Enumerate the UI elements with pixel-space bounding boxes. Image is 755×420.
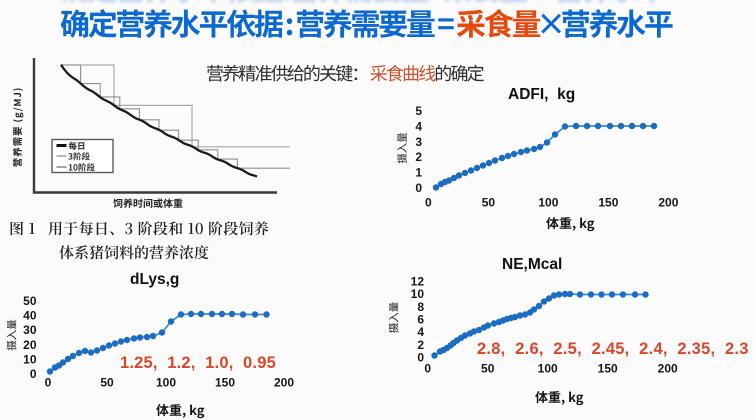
- svg-text:4: 4: [415, 120, 422, 134]
- svg-text:10: 10: [23, 353, 37, 367]
- svg-text:50: 50: [23, 294, 37, 308]
- svg-text:4: 4: [417, 325, 424, 339]
- svg-text:0: 0: [30, 367, 37, 381]
- svg-text:摄入量: 摄入量: [387, 301, 402, 333]
- svg-text:20: 20: [23, 338, 37, 352]
- svg-text:100: 100: [538, 196, 558, 210]
- svg-text:2: 2: [417, 338, 424, 352]
- svg-text:150: 150: [215, 376, 235, 390]
- svg-text:100: 100: [156, 376, 176, 390]
- svg-text:12: 12: [411, 275, 425, 289]
- svg-text:0: 0: [417, 351, 424, 365]
- svg-text:150: 150: [598, 362, 618, 376]
- svg-text:0: 0: [424, 362, 431, 376]
- svg-text:0: 0: [425, 196, 432, 210]
- svg-text:6: 6: [417, 313, 424, 327]
- svg-text:100: 100: [538, 362, 558, 376]
- svg-text:150: 150: [598, 196, 618, 210]
- svg-text:0: 0: [45, 376, 52, 390]
- svg-text:2: 2: [415, 150, 422, 164]
- svg-text:3阶段: 3阶段: [68, 151, 91, 163]
- svg-text:营养需要 (g/MJ): 营养需要 (g/MJ): [10, 87, 24, 167]
- svg-text:摄入量: 摄入量: [4, 319, 19, 351]
- svg-text:30: 30: [23, 323, 37, 337]
- svg-text:每日: 每日: [69, 140, 86, 152]
- svg-text:10: 10: [411, 287, 425, 301]
- svg-text:1: 1: [415, 166, 422, 180]
- svg-text:50: 50: [482, 196, 496, 210]
- svg-text:50: 50: [481, 362, 495, 376]
- svg-text:摄入量: 摄入量: [395, 132, 410, 164]
- svg-text:0: 0: [415, 181, 422, 195]
- svg-text:8: 8: [417, 300, 424, 314]
- svg-text:200: 200: [658, 196, 678, 210]
- svg-text:3: 3: [415, 135, 422, 149]
- svg-text:40: 40: [23, 309, 37, 323]
- svg-text:饲养时间或体重: 饲养时间或体重: [113, 195, 183, 210]
- svg-text:10阶段: 10阶段: [68, 162, 96, 174]
- svg-text:5: 5: [415, 104, 422, 118]
- svg-text:50: 50: [100, 376, 114, 390]
- svg-text:200: 200: [658, 362, 678, 376]
- svg-text:200: 200: [274, 376, 294, 390]
